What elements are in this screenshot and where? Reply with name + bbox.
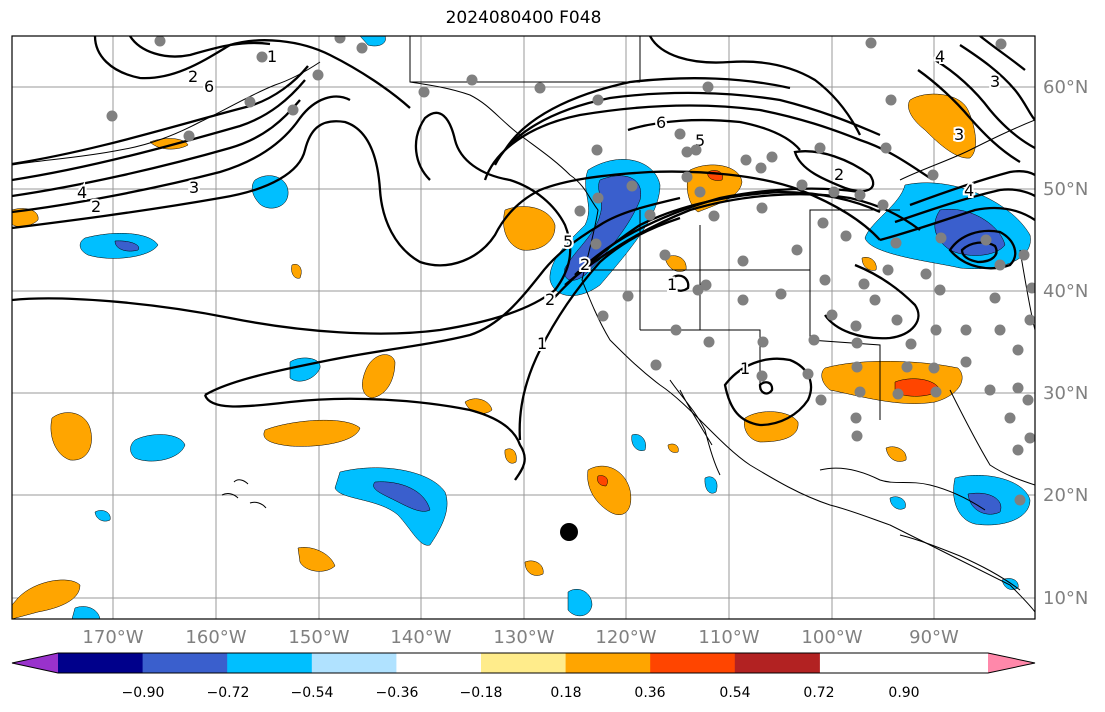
colorbar-extend-max (988, 653, 1035, 673)
lat-label: 30°N (1043, 383, 1088, 404)
colorbar-segment (650, 653, 736, 673)
lon-label: 140°W (390, 627, 451, 648)
contour-label: 2 (188, 67, 198, 86)
colorbar-segment (481, 653, 567, 673)
contour-label: 2 (545, 290, 555, 309)
contour-label: 1 (267, 47, 277, 66)
lat-label: 60°N (1043, 77, 1088, 98)
contour-label: 3 (954, 125, 964, 144)
colorbar-segment (396, 653, 482, 673)
map-title: 2024080400 F048 (445, 8, 602, 28)
contour-label: 1 (667, 275, 677, 294)
station-markers (106, 36, 1035, 506)
contour-label: 2 (580, 255, 590, 274)
colorbar-tick-label: 0.72 (803, 685, 834, 701)
storm-center-marker (560, 523, 578, 541)
colorbar-extend-min (12, 653, 58, 673)
lat-label: 50°N (1043, 179, 1088, 200)
colorbar-tick-label: 0.90 (888, 685, 919, 701)
contour-label: 4 (964, 181, 974, 200)
contour-label: 6 (204, 77, 214, 96)
lon-label: 90°W (909, 627, 959, 648)
anomaly-shading (12, 36, 1031, 619)
contour-label: 2 (834, 165, 844, 184)
longitude-labels: 170°W 160°W 150°W 140°W 130°W 120°W 110°… (82, 627, 959, 648)
contour-label: 4 (935, 47, 945, 66)
contour-label: 2 (91, 197, 101, 216)
contour-label: 6 (656, 113, 666, 132)
colorbar-segment (58, 653, 144, 673)
lon-label: 150°W (288, 627, 349, 648)
latitude-labels: 60°N 50°N 40°N 30°N 20°N 10°N (1043, 77, 1088, 609)
colorbar-tick-label: −0.90 (122, 685, 165, 701)
colorbar-segment (142, 653, 228, 673)
contour-label: 4 (77, 183, 87, 202)
colorbar-tick-label: −0.18 (460, 685, 503, 701)
colorbar-tick-label: −0.54 (291, 685, 334, 701)
lat-label: 10°N (1043, 588, 1088, 609)
lon-label: 100°W (801, 627, 862, 648)
contour-label: 5 (563, 232, 573, 251)
lon-label: 130°W (493, 627, 554, 648)
contour-label: 1 (740, 359, 750, 378)
lat-label: 20°N (1043, 485, 1088, 506)
colorbar-tick-label: −0.36 (376, 685, 419, 701)
colorbar-tick-label: 0.54 (719, 685, 750, 701)
colorbar-segment (565, 653, 651, 673)
contour-label: 3 (990, 72, 1000, 91)
lon-label: 120°W (595, 627, 656, 648)
colorbar-tick-label: −0.72 (207, 685, 250, 701)
contour-label: 1 (537, 334, 547, 353)
lon-label: 110°W (698, 627, 759, 648)
contour-value-labels: 1 2 6 2 4 3 1 2 2 5 6 5 2 4 3 4 3 1 1 (75, 45, 1002, 380)
colorbar-segment (227, 653, 313, 673)
colorbar-tick-label: 0.18 (550, 685, 581, 701)
lat-label: 40°N (1043, 281, 1088, 302)
lon-label: 170°W (82, 627, 143, 648)
colorbar-outline (11, 652, 1036, 674)
lon-label: 160°W (185, 627, 246, 648)
colorbar-segment (311, 653, 397, 673)
colorbar-tick-labels: −0.90 −0.72 −0.54 −0.36 −0.18 0.18 0.36 … (122, 685, 920, 701)
colorbar-segment (734, 653, 820, 673)
colorbar (11, 652, 1036, 674)
contour-label: 3 (189, 178, 199, 197)
map-frame (11, 35, 1036, 620)
colorbar-tick-label: 0.36 (634, 685, 665, 701)
